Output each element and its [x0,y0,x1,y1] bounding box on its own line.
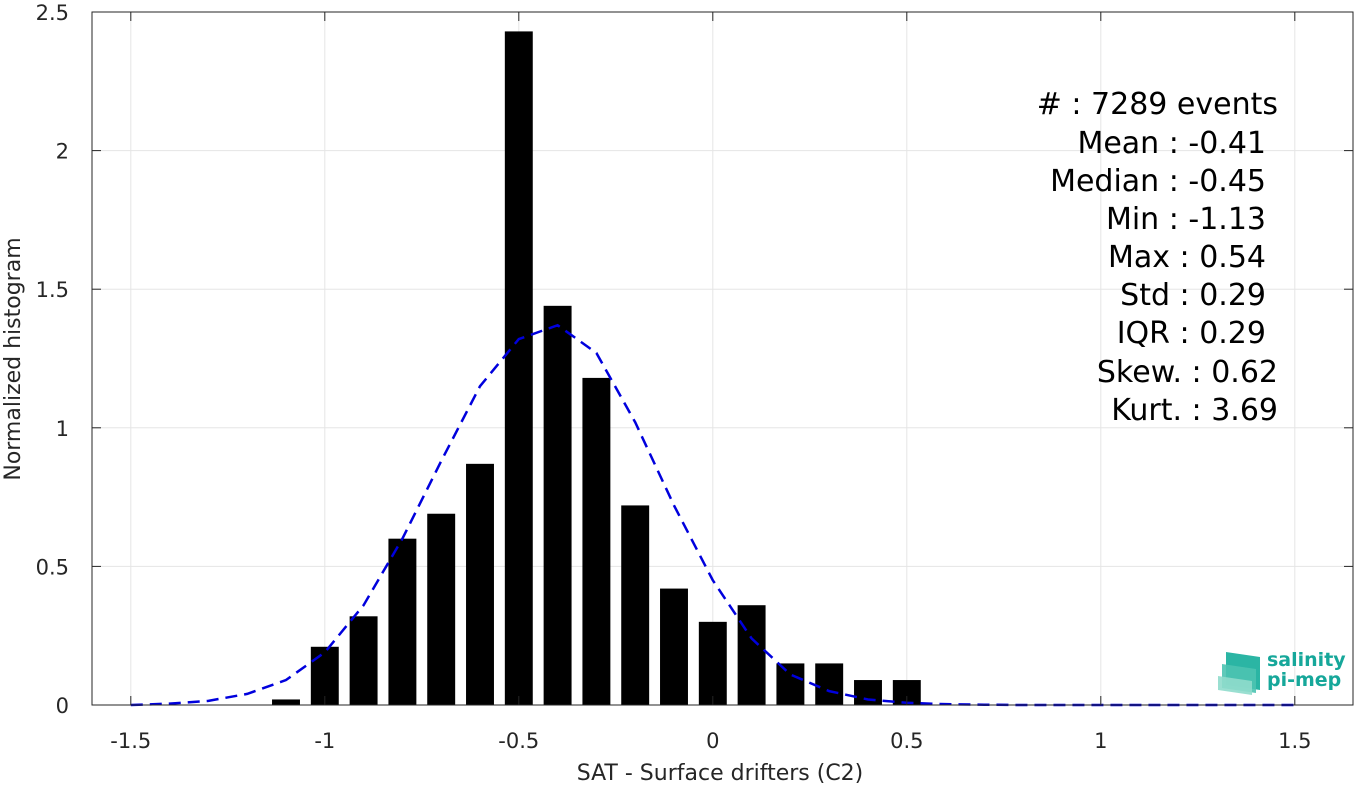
histogram-bar [660,588,688,705]
stats-median: Median : -0.45 [1050,164,1266,199]
histogram-bar [388,538,417,705]
y-tick-labels: 0 0.5 1 1.5 2 2.5 [36,1,69,718]
histogram-bar [815,663,844,705]
y-tick-label: 1.5 [36,278,69,302]
histogram-bar [272,699,300,705]
stats-max: Max : 0.54 [1108,240,1266,275]
histogram-bar [776,663,805,705]
plot-border [91,11,1354,706]
histogram-bar [854,680,882,705]
x-tick-label: 0 [706,729,719,753]
histogram-bar [737,605,766,705]
stats-skew: Skew. : 0.62 [1097,355,1278,390]
stats-kurt: Kurt. : 3.69 [1111,393,1278,428]
histogram-bar [310,646,339,705]
x-tick-label: -0.5 [498,729,539,753]
stats-events: # : 7289 events [1037,87,1278,122]
y-tick-label: 2 [56,140,69,164]
stats-min: Min : -1.13 [1106,202,1266,237]
histogram-bar [698,621,727,705]
y-tick-label: 0.5 [36,555,69,579]
y-axis-label: Normalized histogram [1,237,26,480]
logo-line1: salinity [1267,649,1346,671]
plot-area [92,12,1353,705]
x-axis-label: SAT - Surface drifters (C2) [577,761,864,785]
histogram-bars [272,31,921,706]
x-tick-label: -1.5 [110,729,151,753]
stats-annotation: # : 7289 events Mean : -0.41 Median : -0… [1037,87,1278,428]
stats-iqr: IQR : 0.29 [1117,316,1266,351]
histogram-bar [621,505,650,705]
y-tick-label: 0 [56,694,69,718]
axis-ticks [92,11,1353,706]
histogram-bar [543,305,572,705]
x-tick-label: -1 [314,729,335,753]
y-tick-label: 1 [56,417,69,441]
salinity-pi-mep-logo: salinity pi-mep [1218,649,1346,695]
histogram-bar [466,463,494,705]
x-tick-label: 1 [1094,729,1107,753]
x-tick-labels: -1.5 -1 -0.5 0 0.5 1 1.5 [110,729,1311,753]
histogram-bar [504,31,533,706]
wave-logo-icon [1218,652,1260,695]
x-tick-label: 1.5 [1278,729,1311,753]
stats-mean: Mean : -0.41 [1077,126,1266,161]
stats-std: Std : 0.29 [1120,278,1266,313]
histogram-bar [582,377,611,705]
histogram-bar [349,616,378,705]
x-tick-label: 0.5 [890,729,923,753]
y-tick-label: 2.5 [36,1,69,25]
logo-line2: pi-mep [1267,669,1341,691]
histogram-bar [427,513,456,705]
